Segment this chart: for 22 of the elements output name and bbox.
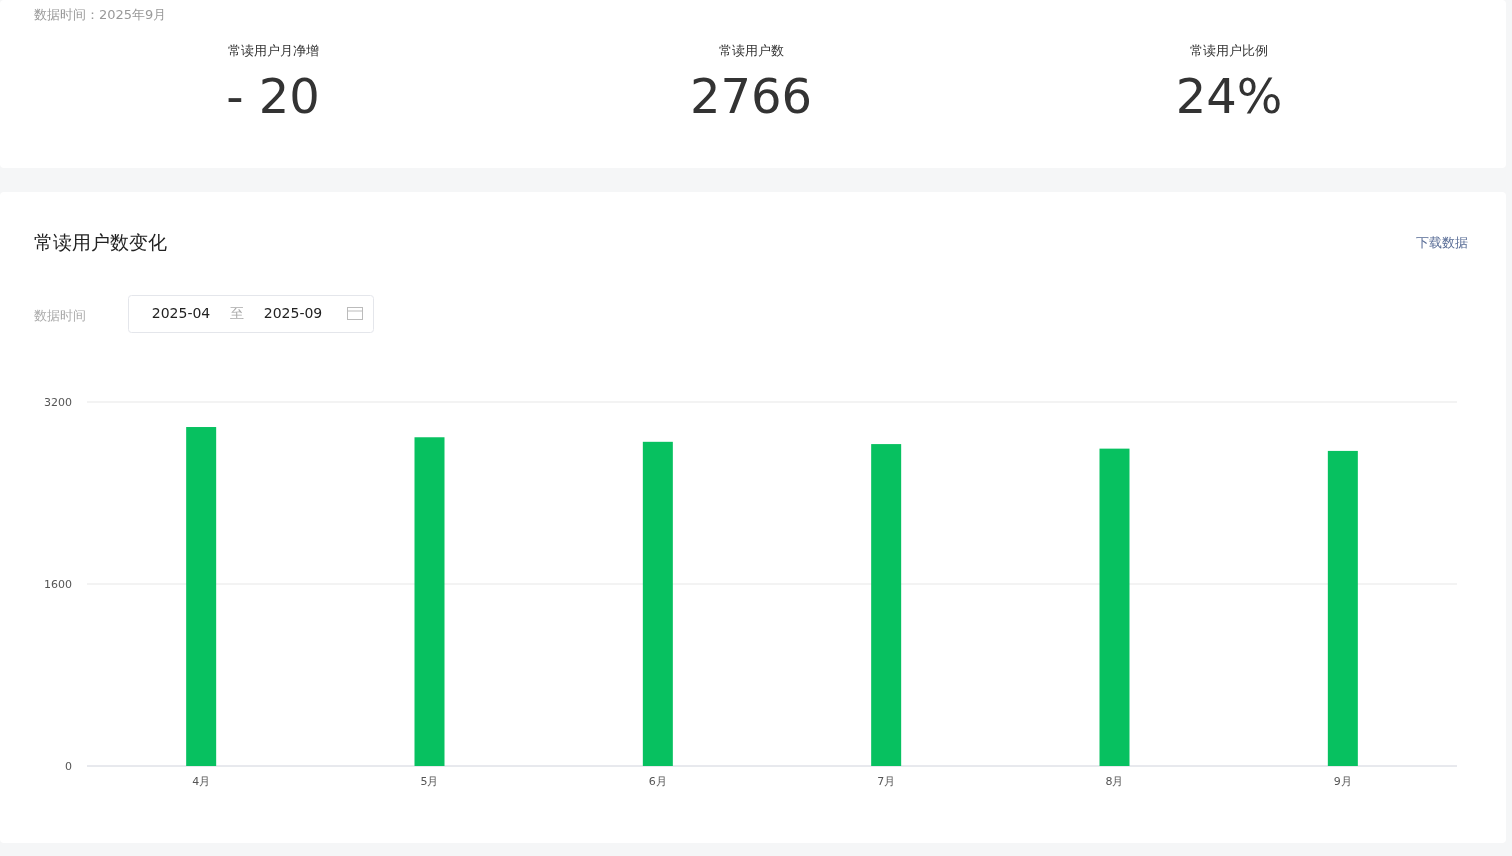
text: 常读用户数 xyxy=(718,43,784,58)
x-tick-label: 9月 xyxy=(1333,775,1352,788)
text: 数据时间：2025年9月 xyxy=(34,7,167,22)
text: 下载数据 xyxy=(1416,235,1468,250)
text: 2025-09 xyxy=(263,305,323,321)
y-tick-label: 0 xyxy=(65,760,72,773)
x-tick-label: 8月 xyxy=(1105,775,1124,788)
text: 至 xyxy=(230,305,244,321)
text: - 20 xyxy=(226,68,320,124)
x-tick-label: 7月 xyxy=(877,775,896,788)
x-tick-label: 5月 xyxy=(420,775,439,788)
text: 数据时间 xyxy=(34,308,86,323)
x-tick-label: 4月 xyxy=(192,775,211,788)
y-tick-label: 3200 xyxy=(44,396,72,409)
x-tick-label: 6月 xyxy=(648,775,667,788)
chart-title: 常读用户数变化 xyxy=(34,231,167,253)
text: 2766 xyxy=(689,68,813,124)
text: 常读用户比例 xyxy=(1190,43,1268,58)
y-tick-label: 1600 xyxy=(44,578,72,591)
text: 常读用户月净增 xyxy=(227,43,319,58)
text: 2025-04 xyxy=(151,305,211,321)
text: 24% xyxy=(1175,68,1283,124)
